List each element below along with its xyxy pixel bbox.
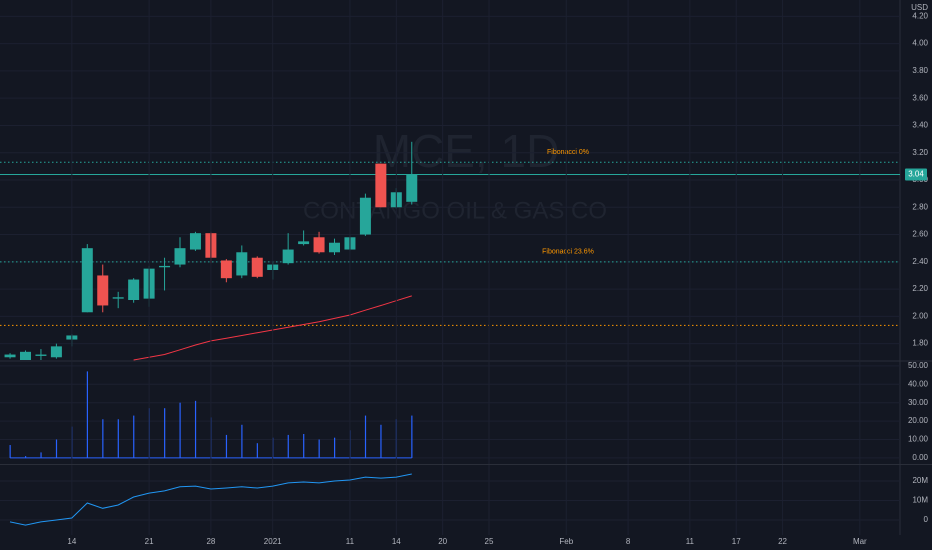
volume-bar [194, 400, 197, 458]
candle-body [251, 257, 263, 277]
y-tick-label: 0.00 [912, 453, 928, 462]
candle-body [50, 346, 62, 358]
volume-bar [241, 424, 243, 458]
y-tick-label: 2.00 [912, 311, 928, 320]
horizontal-line-label: Fibonacci 23.6% [542, 249, 594, 256]
horizontal-line-label: Fibonacci 0% [547, 149, 589, 156]
y-tick-label: 20.00 [908, 416, 929, 425]
volume-bar [133, 415, 135, 458]
volume-bar [102, 419, 104, 458]
candle-body [236, 252, 248, 276]
y-tick-label: 10M [912, 496, 928, 505]
y-tick-label: 3.40 [912, 121, 928, 130]
volume-bar [55, 439, 58, 458]
volume-bar [117, 419, 119, 458]
candle-body [4, 354, 16, 358]
watermark-company: CONTANGO OIL & GAS CO [303, 197, 607, 224]
x-tick-label: 2021 [264, 537, 282, 546]
candle-body [282, 249, 294, 264]
y-tick-label: 50.00 [908, 361, 929, 370]
y-tick-label: 2.20 [912, 284, 928, 293]
x-tick-label: Feb [559, 537, 573, 546]
y-tick-label: 30.00 [908, 398, 929, 407]
candle-body [35, 354, 47, 356]
x-tick-label: Mar [853, 537, 867, 546]
volume-bar [24, 456, 27, 458]
volume-bar [86, 371, 88, 458]
volume-bar [334, 437, 336, 458]
volume-bar [179, 402, 181, 458]
volume-bar [256, 443, 258, 458]
y-tick-label: 2.60 [912, 230, 928, 239]
y-tick-label: 40.00 [908, 379, 929, 388]
y-tick-label: 4.00 [912, 39, 928, 48]
y-tick-label: 0 [924, 515, 929, 524]
volume-bar [411, 415, 413, 458]
x-tick-label: 14 [392, 537, 401, 546]
y-tick-label: 2.40 [912, 257, 928, 266]
x-tick-label: 28 [206, 537, 215, 546]
candle-body [128, 279, 140, 300]
candle-body [406, 174, 418, 202]
y-tick-label: 3.80 [912, 66, 928, 75]
x-tick-label: 22 [778, 537, 787, 546]
candle-body [174, 248, 186, 265]
candle-body [359, 197, 371, 235]
volume-bar [318, 439, 320, 458]
y-tick-label: 20M [912, 476, 928, 485]
x-tick-label: 20 [438, 537, 447, 546]
candle-body [220, 260, 232, 279]
line-series [9, 473, 412, 526]
volume-bar [380, 424, 382, 458]
x-tick-label: 14 [67, 537, 76, 546]
candle-body [159, 265, 171, 268]
candle-body [298, 241, 310, 245]
candle-body [112, 297, 124, 299]
y-tick-label: 1.80 [912, 339, 928, 348]
volume-bar [40, 452, 42, 458]
candle-body [375, 163, 387, 208]
y-tick-label: 4.20 [912, 11, 928, 20]
y-tick-label: 3.60 [912, 93, 928, 102]
volume-bar [9, 445, 11, 458]
volume-bar [287, 434, 289, 458]
volume-bar [164, 408, 166, 458]
volume-bar [303, 433, 305, 458]
candle-body [19, 351, 31, 360]
y-tick-label: 3.20 [912, 148, 928, 157]
candle-body [189, 233, 201, 250]
y-tick-label: 10.00 [908, 435, 929, 444]
last-price-tag [905, 168, 927, 181]
volume-bar [364, 415, 367, 458]
x-tick-label: 11 [346, 537, 355, 546]
x-tick-label: 8 [626, 537, 631, 546]
watermark-symbol: MCE, 1D [373, 125, 560, 177]
candle-body [329, 242, 341, 253]
currency-label: USD [911, 3, 928, 12]
x-tick-label: 17 [732, 537, 741, 546]
candle-body [97, 275, 109, 306]
x-tick-label: 25 [485, 537, 494, 546]
volume-bar [225, 434, 228, 458]
candle-body [81, 248, 93, 313]
x-tick-label: 21 [145, 537, 154, 546]
last-price-label: 3.04 [908, 170, 924, 179]
candle-body [313, 237, 325, 253]
y-tick-label: 2.80 [912, 202, 928, 211]
x-tick-label: 11 [686, 537, 695, 546]
